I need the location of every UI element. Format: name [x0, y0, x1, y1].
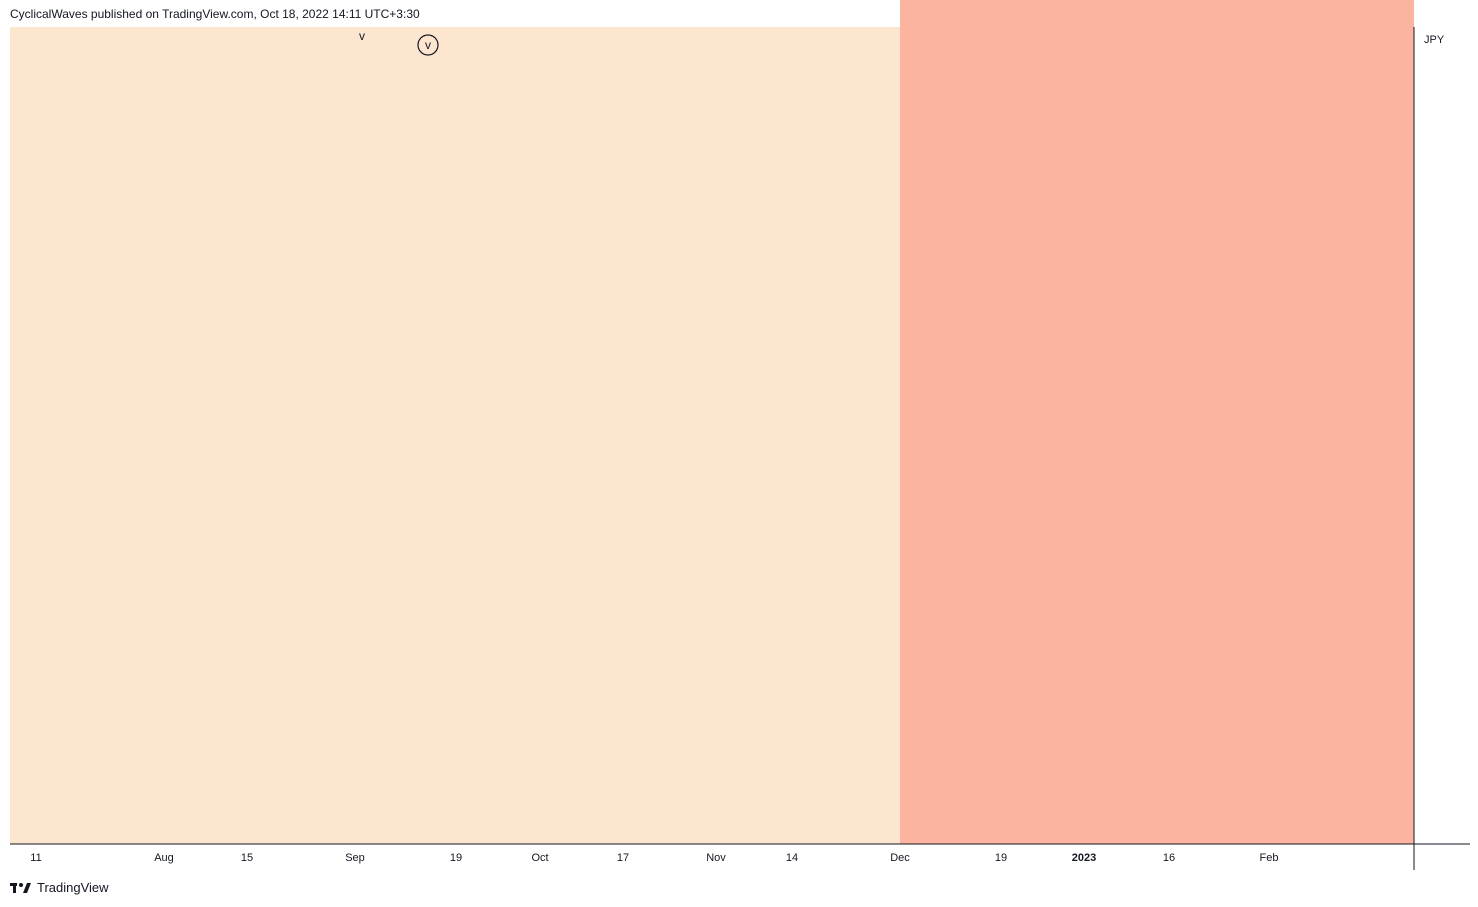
x-tick-label: 16	[1163, 852, 1175, 864]
wave-label: v	[359, 29, 365, 43]
tradingview-logo-icon	[10, 882, 31, 893]
x-tick-label: Oct	[531, 852, 548, 864]
zone-lower	[900, 0, 1414, 845]
currency-label: JPY	[1424, 34, 1445, 46]
x-tick-label: 17	[617, 852, 629, 864]
x-tick-label: 15	[241, 852, 253, 864]
x-tick-label: Feb	[1260, 852, 1279, 864]
x-tick-label: 19	[995, 852, 1007, 864]
x-tick-label: 11	[30, 852, 41, 864]
tradingview-branding[interactable]: TradingView	[10, 880, 109, 895]
wave-labels: vv	[359, 29, 439, 56]
x-tick-label: 2023	[1072, 852, 1096, 864]
wave-label: v	[425, 38, 431, 52]
brand-name: TradingView	[37, 880, 109, 895]
x-tick-label: Aug	[154, 852, 174, 864]
wave-circle	[417, 34, 439, 56]
price-axis: JPY 80.50081.00081.50082.00082.50083.000…	[1413, 27, 1470, 870]
time-axis: 11 Aug 15 Sep 19 Oct 17 Nov 14 Dec 19 2023 16 Feb	[10, 843, 1470, 864]
x-tick-label: Nov	[706, 852, 726, 864]
publisher-info: CyclicalWaves published on TradingView.c…	[10, 7, 420, 21]
target-zone	[900, 0, 1414, 845]
x-tick-label: 19	[450, 852, 462, 864]
x-tick-label: Dec	[890, 852, 910, 864]
x-tick-label: 14	[786, 852, 798, 864]
x-tick-label: Sep	[345, 852, 365, 864]
